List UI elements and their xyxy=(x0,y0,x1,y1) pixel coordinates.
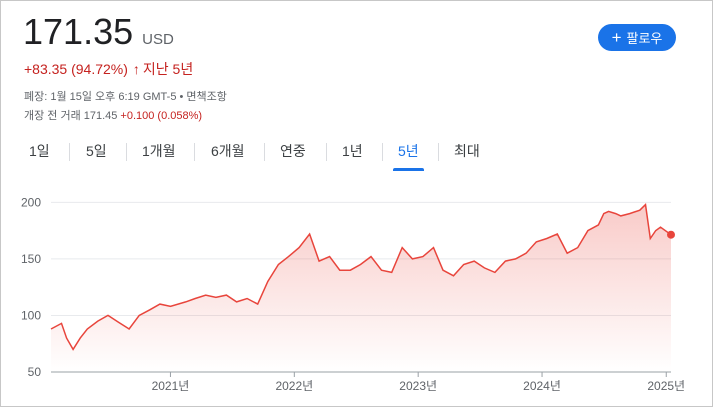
premarket-info: 개장 전 거래 171.45 +0.100 (0.058%) xyxy=(24,107,202,123)
x-tick-label: 2023년 xyxy=(399,379,437,393)
x-tick-label: 2025년 xyxy=(647,379,685,393)
price-line xyxy=(50,203,672,351)
follow-button[interactable]: + 팔로우 xyxy=(598,24,676,51)
tab-divider xyxy=(382,143,383,161)
tab-5d[interactable]: 5일 xyxy=(86,143,107,159)
x-tick-label: 2021년 xyxy=(152,379,190,393)
tab-divider xyxy=(326,143,327,161)
plus-icon: + xyxy=(611,28,622,47)
current-price: 171.35 xyxy=(23,11,134,52)
y-tick-label: 150 xyxy=(21,252,41,266)
price-change-row: +83.35 (94.72%) ↑ 지난 5년 xyxy=(24,59,193,79)
arrow-up-icon: ↑ xyxy=(132,61,140,77)
follow-button-label: 팔로우 xyxy=(626,31,663,46)
tab-max[interactable]: 최대 xyxy=(454,143,480,159)
tab-divider xyxy=(264,143,265,161)
tab-5y[interactable]: 5년 xyxy=(393,141,424,171)
tab-6m[interactable]: 6개월 xyxy=(211,143,245,159)
tab-divider xyxy=(438,143,439,161)
tab-1m[interactable]: 1개월 xyxy=(142,143,176,159)
y-tick-label: 200 xyxy=(21,195,41,209)
last-price-dot xyxy=(667,230,675,239)
close-info-text: 폐장: 1월 15일 오후 6:19 GMT-5 • 면책조항 xyxy=(24,91,227,103)
period-label: 지난 5년 xyxy=(142,61,194,77)
tab-1d[interactable]: 1일 xyxy=(29,143,50,159)
range-tabs: 1일 5일 1개월 6개월 연중 1년 5년 최대 xyxy=(1,141,712,171)
price-area xyxy=(51,204,671,372)
price-chart[interactable]: 50 100 150 200 2021년 2022년 2023년 2024년 2025년 xyxy=(1,191,712,403)
premarket-label: 개장 전 거래 171.45 xyxy=(24,110,118,122)
tab-divider xyxy=(69,143,70,161)
tab-ytd[interactable]: 연중 xyxy=(280,143,306,159)
premarket-change: +0.100 (0.058%) xyxy=(120,110,203,122)
close-info: 폐장: 1월 15일 오후 6:19 GMT-5 • 면책조항 xyxy=(24,88,227,104)
x-tick-label: 2022년 xyxy=(275,379,313,393)
y-tick-label: 50 xyxy=(28,365,42,379)
currency-label: USD xyxy=(142,31,174,48)
tab-divider xyxy=(194,143,195,161)
x-tick-label: 2024년 xyxy=(523,379,561,393)
y-tick-label: 100 xyxy=(21,308,41,322)
price-header: 171.35 USD xyxy=(23,11,174,53)
tab-1y[interactable]: 1년 xyxy=(342,143,363,159)
tab-divider xyxy=(126,143,127,161)
price-change: +83.35 (94.72%) xyxy=(24,61,128,77)
